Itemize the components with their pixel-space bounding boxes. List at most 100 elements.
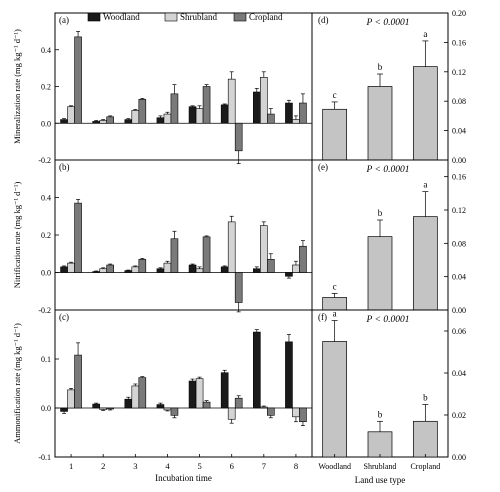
significance-letter: c xyxy=(333,281,337,291)
bar-cropland xyxy=(267,259,275,273)
y-tick-label: 0.2 xyxy=(41,231,51,240)
y-tick-label: 0.20 xyxy=(452,9,466,18)
y-tick-label: 0.16 xyxy=(452,38,466,47)
y-axis-label: Nitrification rate (mg kg⁻¹ d⁻¹) xyxy=(12,182,22,289)
bar-shrubland xyxy=(227,221,236,273)
bar-shrubland xyxy=(195,268,204,273)
bar-shrubland xyxy=(292,264,300,273)
bar-woodland xyxy=(253,268,261,273)
bar-woodland xyxy=(285,102,293,124)
y-axis-label: Mineralization rate (mg kg⁻¹ d⁻¹) xyxy=(12,29,22,144)
legend-swatch-shrubland xyxy=(164,12,178,22)
bar-shrubland xyxy=(99,120,107,124)
significance-letter: a xyxy=(333,309,337,319)
bar-shrubland xyxy=(260,77,268,124)
bar-shrubland xyxy=(163,407,172,411)
y-tick-label: 0.02 xyxy=(452,411,466,420)
panel-label: (b) xyxy=(59,162,70,172)
panel-a: -0.2 0.0 0.2 0.4 (a) Mineralization rate (mg … xyxy=(12,12,313,165)
bar-cropland xyxy=(170,93,179,124)
bar-woodland xyxy=(124,398,133,409)
bar-shrubland xyxy=(131,110,140,124)
bar-cropland xyxy=(106,407,114,410)
bar-woodland xyxy=(92,121,100,124)
bar-shrubland xyxy=(227,407,236,420)
panel-frame xyxy=(54,12,313,161)
bar-shrubland xyxy=(99,268,107,273)
bar-woodland xyxy=(92,403,100,409)
x-tick-label: 6 xyxy=(230,461,234,471)
bar-shrubland xyxy=(292,407,300,418)
bar-shrubland xyxy=(195,108,204,124)
bar-shrubland xyxy=(195,378,204,409)
bar-cropland xyxy=(202,236,211,273)
p-value-annotation: P < 0.0001 xyxy=(366,18,410,28)
legend-label-shrubland: Shrubland xyxy=(180,12,217,22)
significance-letter: a xyxy=(423,29,427,39)
bar-shrubland xyxy=(292,119,300,124)
y-tick-label: 0.00 xyxy=(452,453,466,462)
bar-woodland xyxy=(156,117,165,124)
y-tick-label: 0.12 xyxy=(452,206,466,215)
bar-woodland xyxy=(124,119,133,124)
bar-cropland xyxy=(106,264,114,273)
panel-label: (f) xyxy=(318,312,327,322)
bar-cropland xyxy=(234,397,243,409)
bar-woodland xyxy=(156,268,165,273)
bar-shrubland xyxy=(67,262,75,273)
bar-cropland xyxy=(170,238,179,273)
bar-cropland xyxy=(412,420,438,458)
y-tick-label: -0.2 xyxy=(38,306,51,315)
panel-label: (e) xyxy=(318,162,328,172)
bar-cropland xyxy=(267,113,275,124)
y-tick-label: 0.00 xyxy=(452,306,466,315)
bar-cropland xyxy=(267,407,275,416)
bar-shrubland xyxy=(67,106,75,124)
bar-woodland xyxy=(253,91,261,124)
significance-letter: b xyxy=(378,62,383,72)
bar-cropland xyxy=(299,407,307,423)
bar-shrubland xyxy=(99,407,107,410)
panel-f: 0.00 0.02 0.04 0.06 (f) P < 0.0001 a Woodland b S… xyxy=(311,309,466,485)
bar-woodland xyxy=(285,341,293,409)
y-tick-label: 0.0 xyxy=(41,269,51,278)
bar-shrubland xyxy=(260,406,268,409)
bar-cropland xyxy=(74,354,82,409)
bar-cropland xyxy=(412,66,438,161)
bar-shrubland xyxy=(67,389,75,409)
bar-woodland xyxy=(60,407,68,412)
bar-cropland xyxy=(412,216,438,311)
bar-cropland xyxy=(234,272,243,303)
bar-woodland xyxy=(322,341,348,458)
x-tick-label: Woodland xyxy=(318,462,351,471)
y-tick-label: 0.12 xyxy=(452,68,466,77)
bar-shrubland xyxy=(367,86,393,161)
bar-cropland xyxy=(138,377,147,409)
x-tick-label: 4 xyxy=(165,461,170,471)
panel-label: (d) xyxy=(318,15,329,25)
bar-woodland xyxy=(285,272,293,277)
x-tick-label: Shrubland xyxy=(364,462,397,471)
bar-woodland xyxy=(322,108,348,161)
legend-label-woodland: Woodland xyxy=(103,12,140,22)
x-axis-label: Incubation time xyxy=(155,473,212,483)
p-value-annotation: P < 0.0001 xyxy=(366,165,410,175)
bar-woodland xyxy=(60,119,68,124)
y-tick-label: -0.1 xyxy=(38,453,51,462)
bar-shrubland xyxy=(367,431,393,458)
bar-woodland xyxy=(60,266,68,273)
y-tick-label: 0.0 xyxy=(41,119,51,128)
x-tick-label: 8 xyxy=(294,461,298,471)
legend-swatch-woodland xyxy=(87,12,101,22)
significance-letter: b xyxy=(423,393,428,403)
panel-b: -0.2 0.0 0.2 0.4 (b) Nitrification rate (mg k… xyxy=(12,159,313,315)
bar-shrubland xyxy=(367,236,393,311)
panel-frame xyxy=(54,159,313,311)
bar-cropland xyxy=(138,99,147,124)
bar-woodland xyxy=(253,331,261,409)
x-tick-label: 2 xyxy=(101,461,105,471)
x-tick-label: Cropland xyxy=(410,462,440,471)
panel-d: 0.00 0.04 0.08 0.12 0.16 0.20 (d) P < 0.0001 c b a xyxy=(311,9,466,165)
bar-cropland xyxy=(234,122,243,152)
